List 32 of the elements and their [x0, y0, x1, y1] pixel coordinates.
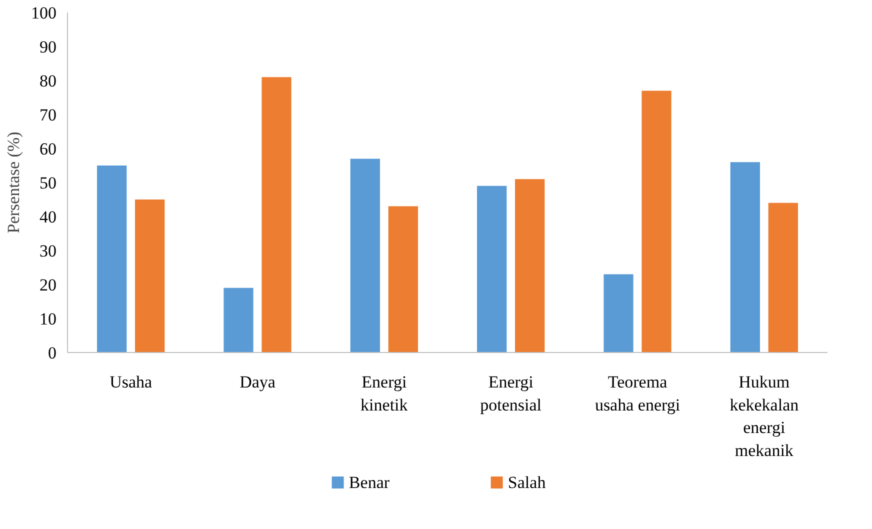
bar — [350, 158, 380, 352]
bar — [224, 288, 254, 352]
bar — [515, 179, 545, 352]
x-tick-label: Usaha — [110, 372, 153, 392]
legend-label: Benar — [348, 473, 390, 492]
bar — [730, 162, 760, 352]
bar — [135, 200, 165, 352]
x-tick-label: Hukum kekekalan energi mekanik — [730, 372, 800, 460]
x-tick-label: Daya — [240, 372, 276, 392]
y-tick-label: 70 — [40, 106, 56, 124]
bar — [97, 166, 127, 352]
y-tick-label: 60 — [40, 140, 56, 158]
x-tick-label: Teorema usaha energi — [594, 372, 680, 414]
bar — [768, 202, 798, 352]
y-tick-label: 20 — [40, 276, 56, 294]
y-tick-label: 40 — [40, 208, 56, 226]
bar — [388, 206, 418, 352]
y-tick-label: 0 — [48, 344, 56, 362]
x-tick-label: Energi potensial — [480, 372, 542, 414]
bar — [642, 90, 672, 352]
y-tick-label: 100 — [31, 4, 56, 22]
y-tick-label: 80 — [40, 72, 56, 90]
y-tick-label: 30 — [40, 242, 56, 260]
legend-label: Salah — [508, 473, 546, 492]
bar — [604, 274, 634, 352]
y-tick-label: 90 — [40, 38, 56, 56]
x-tick-label: Energi kinetik — [360, 372, 408, 414]
bar — [477, 186, 507, 352]
y-tick-label: 50 — [40, 174, 56, 192]
y-tick-label: 10 — [40, 310, 56, 328]
bar — [262, 77, 292, 352]
y-axis-title: Persentase (%) — [4, 132, 23, 234]
